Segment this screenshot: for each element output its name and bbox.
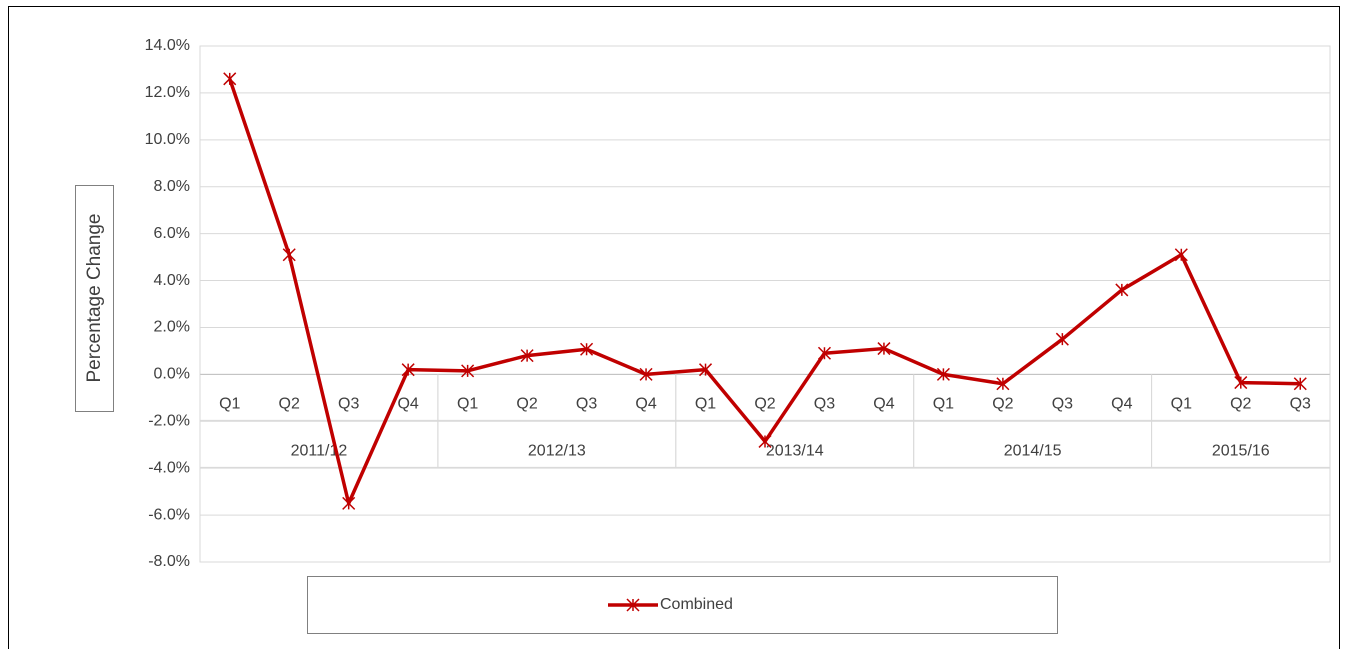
- y-tick-label: 0.0%: [154, 366, 190, 383]
- plot-area: [199, 45, 1331, 563]
- y-axis-label: Percentage Change: [84, 213, 105, 382]
- marker: [1234, 376, 1248, 390]
- x-tick-label: Q1: [695, 396, 716, 413]
- x-tick-label: Q2: [1230, 396, 1251, 413]
- x-group-label: 2012/13: [528, 443, 586, 460]
- legend-box: [307, 576, 1058, 634]
- marker: [698, 363, 713, 377]
- y-tick-label: -4.0%: [148, 459, 190, 476]
- x-tick-label: Q4: [397, 396, 418, 413]
- x-tick-label: Q1: [933, 396, 954, 413]
- y-tick-label: 12.0%: [145, 84, 190, 101]
- marker: [1115, 283, 1129, 297]
- x-group-label: 2013/14: [766, 443, 824, 460]
- y-tick-label: 14.0%: [145, 37, 190, 54]
- y-tick-label: 4.0%: [154, 272, 190, 289]
- x-tick-label: Q1: [457, 396, 478, 413]
- marker: [817, 346, 832, 360]
- chart-border: [8, 6, 1340, 649]
- x-tick-label: Q3: [576, 396, 597, 413]
- marker: [1293, 377, 1307, 391]
- y-tick-label: 10.0%: [145, 131, 190, 148]
- y-axis-label-box: [75, 185, 114, 412]
- marker: [1055, 332, 1069, 346]
- legend-label: Combined: [660, 596, 733, 613]
- marker: [877, 342, 891, 356]
- x-tick-label: Q3: [1290, 396, 1311, 413]
- x-tick-label: Q2: [516, 396, 537, 413]
- marker: [461, 364, 475, 378]
- marker: [758, 434, 772, 448]
- marker: [282, 248, 296, 262]
- marker: [580, 342, 594, 356]
- x-tick-label: Q1: [1171, 396, 1192, 413]
- marker: [342, 496, 356, 510]
- legend-marker: [626, 598, 640, 612]
- marker: [639, 367, 653, 381]
- y-tick-label: -8.0%: [148, 553, 190, 570]
- x-group-label: 2014/15: [1004, 443, 1062, 460]
- x-tick-label: Q2: [992, 396, 1013, 413]
- marker: [401, 363, 415, 377]
- x-tick-label: Q2: [754, 396, 775, 413]
- marker: [996, 377, 1010, 391]
- x-tick-label: Q3: [1052, 396, 1073, 413]
- y-tick-label: -2.0%: [148, 412, 190, 429]
- y-tick-label: 8.0%: [154, 178, 190, 195]
- x-tick-label: Q3: [338, 396, 359, 413]
- marker: [936, 367, 950, 381]
- marker: [223, 72, 237, 86]
- y-tick-label: 2.0%: [154, 319, 190, 336]
- marker: [1174, 248, 1188, 262]
- x-tick-label: Q2: [279, 396, 300, 413]
- y-tick-label: -6.0%: [148, 506, 190, 523]
- x-tick-label: Q4: [873, 396, 894, 413]
- x-tick-label: Q4: [635, 396, 656, 413]
- y-tick-label: 6.0%: [154, 225, 190, 242]
- x-tick-label: Q3: [814, 396, 835, 413]
- x-tick-label: Q4: [1111, 396, 1132, 413]
- x-tick-label: Q1: [219, 396, 240, 413]
- x-group-label: 2011/12: [291, 443, 348, 460]
- x-group-label: 2015/16: [1212, 443, 1270, 460]
- marker: [520, 349, 534, 363]
